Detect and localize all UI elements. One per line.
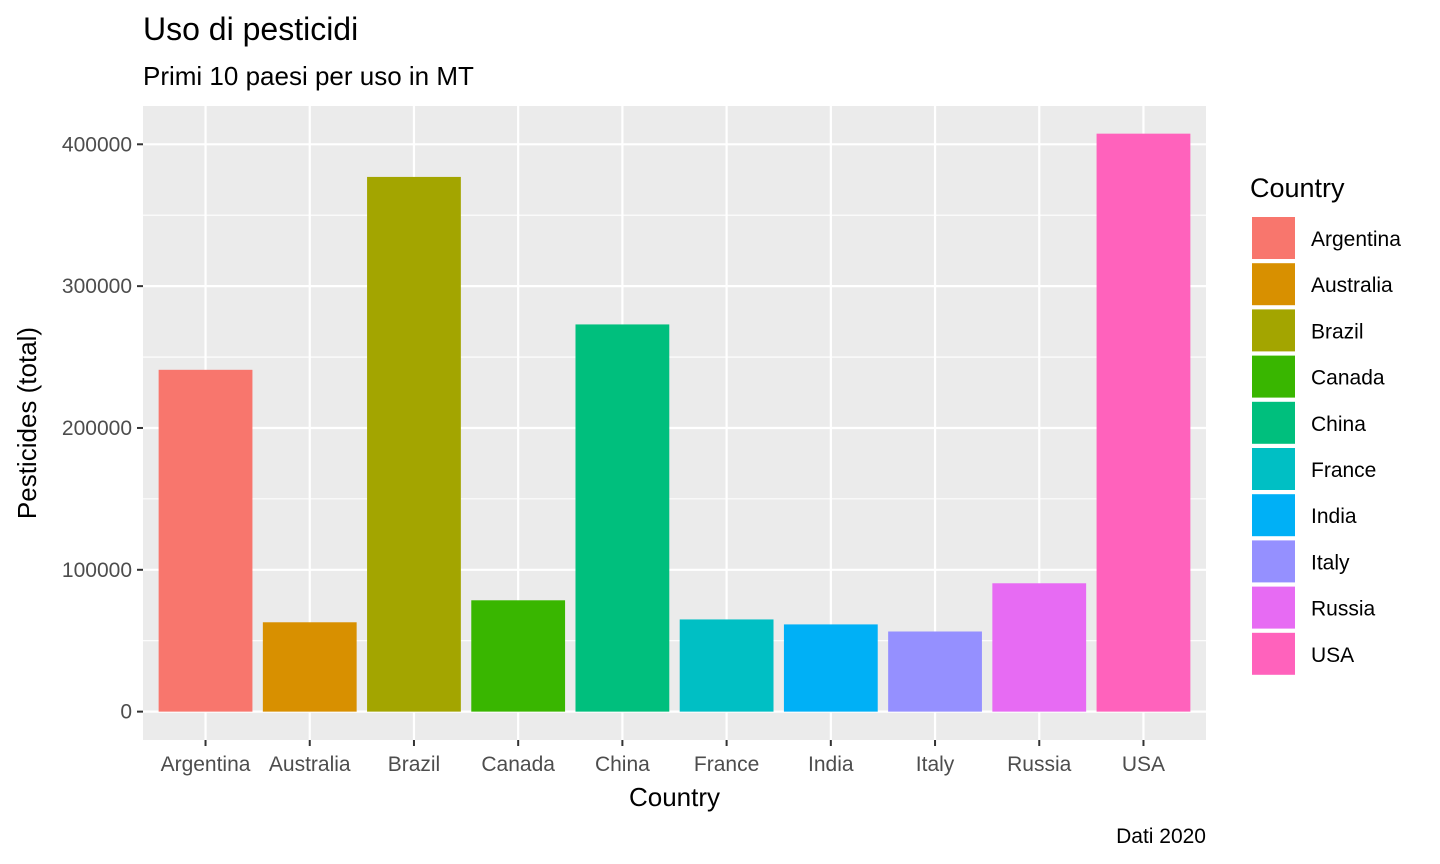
- y-tick-label: 200000: [62, 417, 132, 440]
- bar-france: [679, 619, 774, 712]
- legend-label: Russia: [1311, 598, 1376, 621]
- legend-label: India: [1311, 505, 1357, 528]
- legend-key: [1250, 446, 1297, 492]
- bar-brazil: [367, 176, 461, 712]
- y-tick-label: 100000: [62, 559, 132, 582]
- bar-argentina: [158, 369, 253, 712]
- x-tick-label: Argentina: [161, 753, 251, 776]
- x-tick-label: Russia: [1007, 753, 1072, 776]
- x-axis: Argentina Australia Brazil Canada China Franc…: [161, 740, 1165, 776]
- x-tick-label: Italy: [916, 753, 955, 776]
- legend-key: [1250, 353, 1297, 400]
- bar-australia: [262, 622, 357, 712]
- legend: Country Argentina Australia Brazil Canada Ch…: [1250, 173, 1401, 677]
- bar-russia: [992, 583, 1087, 712]
- legend-label: China: [1311, 413, 1366, 436]
- legend-label: France: [1311, 459, 1376, 482]
- legend-key: [1250, 215, 1297, 261]
- legend-label: Italy: [1311, 551, 1350, 574]
- legend-title: Country: [1250, 173, 1345, 203]
- chart-caption: Dati 2020: [1116, 825, 1206, 848]
- bar-canada: [471, 600, 566, 712]
- bar-usa: [1096, 133, 1191, 712]
- y-axis: 0 100000 200000 300000 400000: [62, 133, 143, 724]
- legend-label: Brazil: [1311, 320, 1364, 343]
- legend-key: [1250, 492, 1297, 539]
- chart-title: Uso di pesticidi: [143, 11, 358, 47]
- bars: [158, 133, 1191, 712]
- bar-india: [783, 624, 878, 712]
- legend-key: [1250, 538, 1297, 585]
- legend-key: [1250, 630, 1297, 677]
- x-tick-label: France: [694, 753, 759, 776]
- x-tick-label: Canada: [481, 753, 555, 776]
- x-tick-label: Brazil: [388, 753, 441, 776]
- x-tick-label: India: [808, 753, 854, 776]
- x-tick-label: China: [595, 753, 650, 776]
- legend-key: [1250, 584, 1297, 631]
- legend-key: [1250, 261, 1297, 308]
- y-axis-title: Pesticides (total): [12, 327, 42, 519]
- bar-italy: [888, 631, 982, 712]
- legend-label: Canada: [1311, 367, 1385, 390]
- legend-label: Australia: [1311, 274, 1393, 297]
- legend-label: USA: [1311, 644, 1354, 667]
- chart-subtitle: Primi 10 paesi per uso in MT: [143, 61, 474, 91]
- legend-key: [1250, 307, 1297, 354]
- legend-label: Argentina: [1311, 228, 1401, 251]
- x-tick-label: Australia: [269, 753, 351, 776]
- x-tick-label: USA: [1122, 753, 1165, 776]
- legend-key: [1250, 399, 1297, 446]
- y-tick-label: 0: [120, 701, 132, 724]
- y-tick-label: 300000: [62, 275, 132, 298]
- x-axis-title: Country: [629, 782, 720, 812]
- y-tick-label: 400000: [62, 133, 132, 156]
- bar-china: [575, 324, 670, 712]
